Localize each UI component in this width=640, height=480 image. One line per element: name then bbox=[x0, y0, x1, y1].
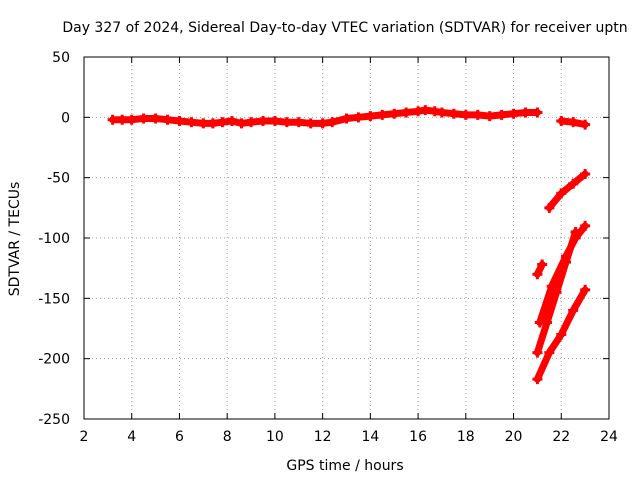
series-segment-e bbox=[532, 284, 591, 385]
x-tick-label: 24 bbox=[600, 429, 618, 445]
data-point bbox=[269, 115, 280, 126]
data-point bbox=[107, 114, 118, 125]
data-point bbox=[150, 113, 161, 124]
data-point bbox=[556, 329, 567, 340]
data-point bbox=[305, 118, 316, 129]
data-point bbox=[556, 115, 567, 126]
data-point bbox=[198, 118, 209, 129]
data-point bbox=[580, 220, 591, 231]
data-point bbox=[556, 188, 567, 199]
y-tick-labels: -250 -200 -150 -100 -50 0 50 bbox=[38, 50, 70, 428]
data-point bbox=[551, 287, 562, 298]
data-point bbox=[293, 117, 304, 128]
data-point bbox=[496, 109, 507, 120]
y-tick-label: -100 bbox=[38, 231, 70, 247]
data-point bbox=[544, 202, 555, 213]
data-point bbox=[532, 269, 543, 280]
x-tick-label: 18 bbox=[457, 429, 475, 445]
y-tick-label: 50 bbox=[52, 50, 70, 66]
x-tick-label: 14 bbox=[361, 429, 379, 445]
data-point bbox=[484, 111, 495, 122]
series-main-band bbox=[107, 105, 543, 129]
axis-ticks bbox=[83, 56, 610, 420]
data-point bbox=[281, 117, 292, 128]
data-point bbox=[532, 347, 543, 358]
data-point bbox=[401, 107, 412, 118]
data-point bbox=[420, 105, 431, 116]
x-axis-title: GPS time / hours bbox=[286, 458, 403, 474]
data-point bbox=[207, 118, 218, 129]
x-tick-label: 4 bbox=[127, 429, 136, 445]
y-tick-label: -200 bbox=[38, 352, 70, 368]
data-point bbox=[460, 109, 471, 120]
data-series bbox=[107, 105, 591, 385]
series-trace bbox=[545, 170, 589, 212]
data-point bbox=[162, 114, 173, 125]
data-point bbox=[126, 114, 137, 125]
data-point bbox=[257, 115, 268, 126]
series-segment-b bbox=[544, 169, 591, 213]
data-point bbox=[236, 118, 247, 129]
data-point bbox=[317, 118, 328, 129]
data-point bbox=[568, 305, 579, 316]
data-point bbox=[568, 178, 579, 189]
data-point bbox=[448, 108, 459, 119]
y-tick-label: -150 bbox=[38, 291, 70, 307]
series-segment-f bbox=[532, 259, 548, 280]
series-segment-d bbox=[532, 226, 581, 358]
x-tick-label: 12 bbox=[314, 429, 332, 445]
x-tick-label: 10 bbox=[266, 429, 284, 445]
data-point bbox=[508, 108, 519, 119]
x-tick-labels: 2 4 6 8 10 12 14 16 18 20 22 24 bbox=[80, 429, 618, 445]
data-point bbox=[353, 112, 364, 123]
data-point bbox=[174, 115, 185, 126]
data-point bbox=[570, 226, 581, 237]
data-point bbox=[580, 119, 591, 130]
data-point bbox=[537, 259, 548, 270]
data-point bbox=[544, 347, 555, 358]
x-tick-label: 6 bbox=[175, 429, 184, 445]
y-axis-title: SDTVAR / TECUs bbox=[7, 182, 23, 297]
y-tick-label: -50 bbox=[47, 171, 70, 187]
data-point bbox=[138, 113, 149, 124]
data-point bbox=[377, 109, 388, 120]
data-point bbox=[436, 107, 447, 118]
data-point bbox=[580, 169, 591, 180]
y-tick-label: 0 bbox=[61, 110, 70, 126]
y-tick-label: -250 bbox=[38, 412, 70, 428]
x-tick-label: 2 bbox=[80, 429, 89, 445]
data-point bbox=[532, 107, 543, 118]
data-point bbox=[561, 257, 572, 268]
data-point bbox=[341, 113, 352, 124]
data-point bbox=[117, 114, 128, 125]
data-point bbox=[568, 117, 579, 128]
data-point bbox=[389, 108, 400, 119]
x-tick-label: 8 bbox=[223, 429, 232, 445]
data-point bbox=[246, 117, 257, 128]
data-point bbox=[217, 117, 228, 128]
data-point bbox=[541, 317, 552, 328]
x-tick-label: 20 bbox=[505, 429, 523, 445]
data-point bbox=[532, 374, 543, 385]
series-segment-a bbox=[556, 115, 591, 130]
data-point bbox=[472, 109, 483, 120]
data-point bbox=[580, 284, 591, 295]
data-point bbox=[186, 117, 197, 128]
data-point bbox=[226, 115, 237, 126]
data-point bbox=[365, 111, 376, 122]
data-point bbox=[520, 107, 531, 118]
data-point bbox=[327, 117, 338, 128]
chart-title: Day 327 of 2024, Sidereal Day-to-day VTE… bbox=[62, 20, 627, 36]
x-tick-label: 16 bbox=[409, 429, 427, 445]
x-tick-label: 22 bbox=[552, 429, 570, 445]
